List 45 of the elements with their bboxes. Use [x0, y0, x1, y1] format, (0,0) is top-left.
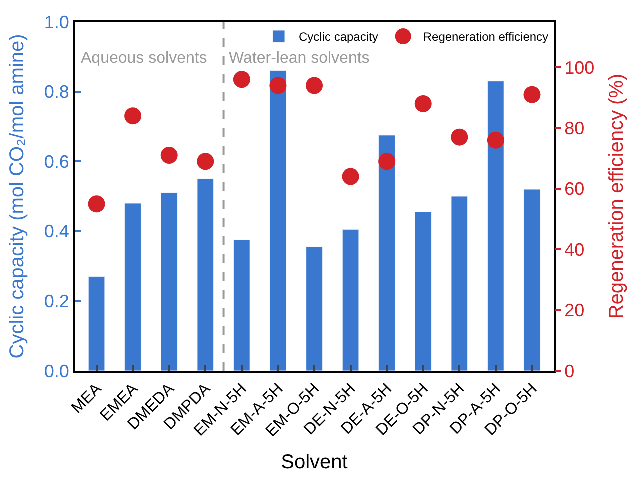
point: [88, 196, 106, 213]
y-tick-label: 0.8: [44, 82, 70, 102]
bar: [197, 178, 214, 371]
point: [160, 147, 178, 164]
annotation: Aqueous solvents: [81, 50, 208, 67]
y2-tick-label: 80: [564, 118, 585, 139]
x-axis-title: Solvent: [281, 451, 348, 474]
bar: [88, 276, 106, 371]
bar: [378, 135, 396, 371]
bar: [342, 229, 360, 371]
y2-tick-label: 60: [564, 179, 585, 200]
y-tick-label: 1.0: [44, 12, 70, 32]
bar: [306, 246, 323, 371]
point: [197, 153, 214, 170]
point: [451, 128, 468, 146]
point: [414, 95, 432, 112]
bar: [488, 81, 504, 371]
point: [124, 108, 142, 125]
y-tick-label: 0.4: [44, 222, 70, 242]
y-tick-label: 0.6: [44, 152, 70, 172]
bar: [124, 203, 142, 371]
point: [378, 153, 396, 170]
point: [270, 77, 287, 94]
annotation: Water-lean solvents: [229, 50, 370, 67]
point: [342, 168, 360, 186]
point: [487, 132, 504, 149]
bar: [524, 189, 541, 371]
legend-label: Cyclic capacity: [299, 30, 378, 44]
y-axis-title: Cyclic capacity (mol CO₂/mol amine): [6, 34, 28, 359]
bar: [160, 192, 178, 371]
y-tick-label: 0.0: [44, 361, 70, 382]
point: [306, 77, 323, 94]
y2-tick-label: 0: [564, 361, 575, 382]
bar: [451, 196, 468, 371]
y2-tick-label: 100: [564, 58, 595, 78]
legend-label: Regeneration efficiency: [423, 30, 549, 44]
bar: [414, 212, 432, 371]
y2-tick-label: 20: [564, 300, 585, 321]
point: [233, 71, 250, 88]
bar: [234, 240, 250, 371]
point: [524, 86, 541, 104]
y2-axis-title: Regeneration efficiency (%): [606, 74, 628, 320]
y2-tick-label: 40: [564, 240, 585, 260]
y-tick-label: 0.2: [44, 292, 70, 312]
bar: [270, 70, 287, 371]
